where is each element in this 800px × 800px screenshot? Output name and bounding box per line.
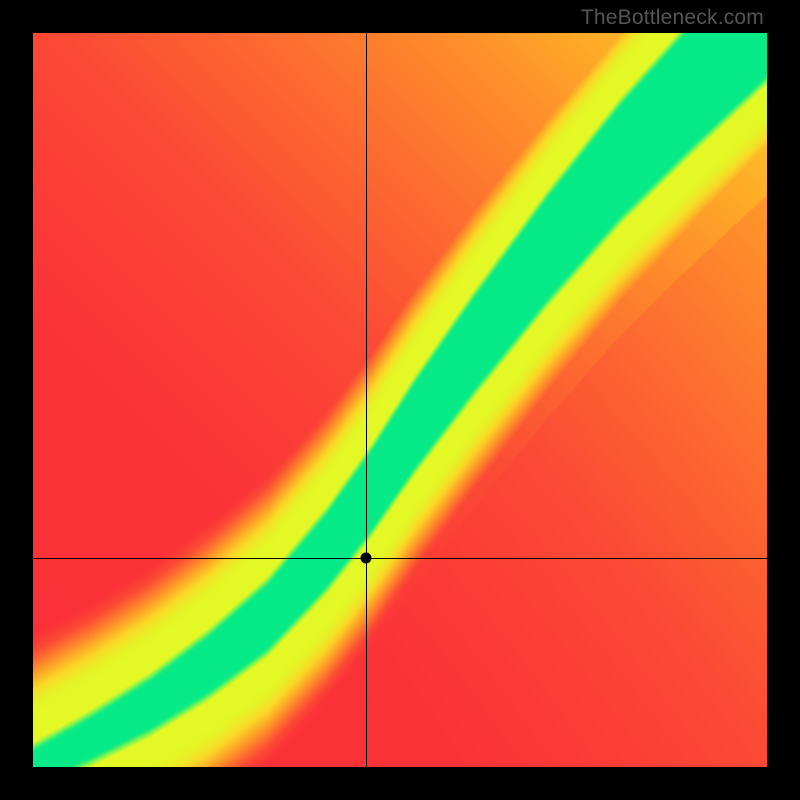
watermark-text: TheBottleneck.com [581, 6, 764, 30]
crosshair-horizontal [33, 558, 767, 559]
crosshair-vertical [366, 33, 367, 767]
heatmap-plot [33, 33, 767, 767]
heatmap-canvas [33, 33, 767, 767]
intersection-marker [361, 552, 372, 563]
